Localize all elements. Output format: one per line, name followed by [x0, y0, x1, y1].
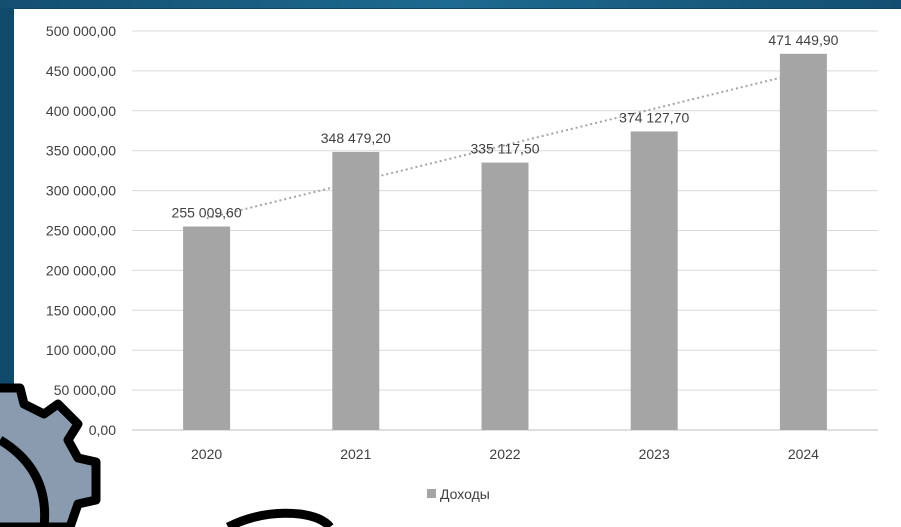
y-axis-ticks: 0,00 50 000,00 100 000,00 150 000,00 200 000… [46, 23, 116, 438]
circle-outline-icon [225, 508, 334, 527]
y-tick-label: 350 000,00 [46, 143, 116, 159]
legend: Доходы [427, 486, 490, 502]
x-tick-label: 2024 [788, 446, 819, 462]
y-tick-label: 200 000,00 [46, 262, 116, 278]
data-labels: 255 009,60 348 479,20 335 117,50 374 127,70… [172, 32, 839, 221]
bar [630, 131, 678, 430]
y-tick-label: 400 000,00 [46, 103, 116, 119]
y-tick-label: 300 000,00 [46, 183, 116, 199]
data-label: 335 117,50 [470, 141, 539, 157]
bar [779, 53, 827, 430]
y-tick-label: 500 000,00 [46, 23, 116, 39]
x-tick-label: 2020 [191, 446, 222, 462]
background-stripe [0, 0, 901, 8]
bar [481, 162, 529, 430]
y-tick-label: 450 000,00 [46, 63, 116, 79]
x-tick-label: 2023 [639, 446, 670, 462]
legend-label: Доходы [440, 486, 490, 502]
y-tick-label: 50 000,00 [54, 382, 116, 398]
y-tick-label: 0,00 [89, 422, 116, 438]
data-label: 471 449,90 [768, 32, 838, 48]
chart-panel [14, 9, 901, 527]
x-tick-label: 2022 [489, 446, 520, 462]
bars [183, 53, 827, 430]
data-label: 374 127,70 [619, 109, 689, 125]
gridlines [132, 30, 878, 431]
y-tick-label: 100 000,00 [46, 342, 116, 358]
data-label: 348 479,20 [321, 130, 391, 146]
x-axis-ticks: 2020 2021 2022 2023 2024 [191, 446, 819, 462]
bar [332, 151, 380, 430]
bar [183, 226, 231, 430]
x-tick-label: 2021 [340, 446, 371, 462]
gear-icon [0, 383, 101, 527]
data-label: 255 009,60 [172, 205, 242, 221]
y-tick-label: 150 000,00 [46, 302, 116, 318]
y-tick-label: 250 000,00 [46, 223, 116, 239]
legend-swatch [427, 489, 436, 498]
